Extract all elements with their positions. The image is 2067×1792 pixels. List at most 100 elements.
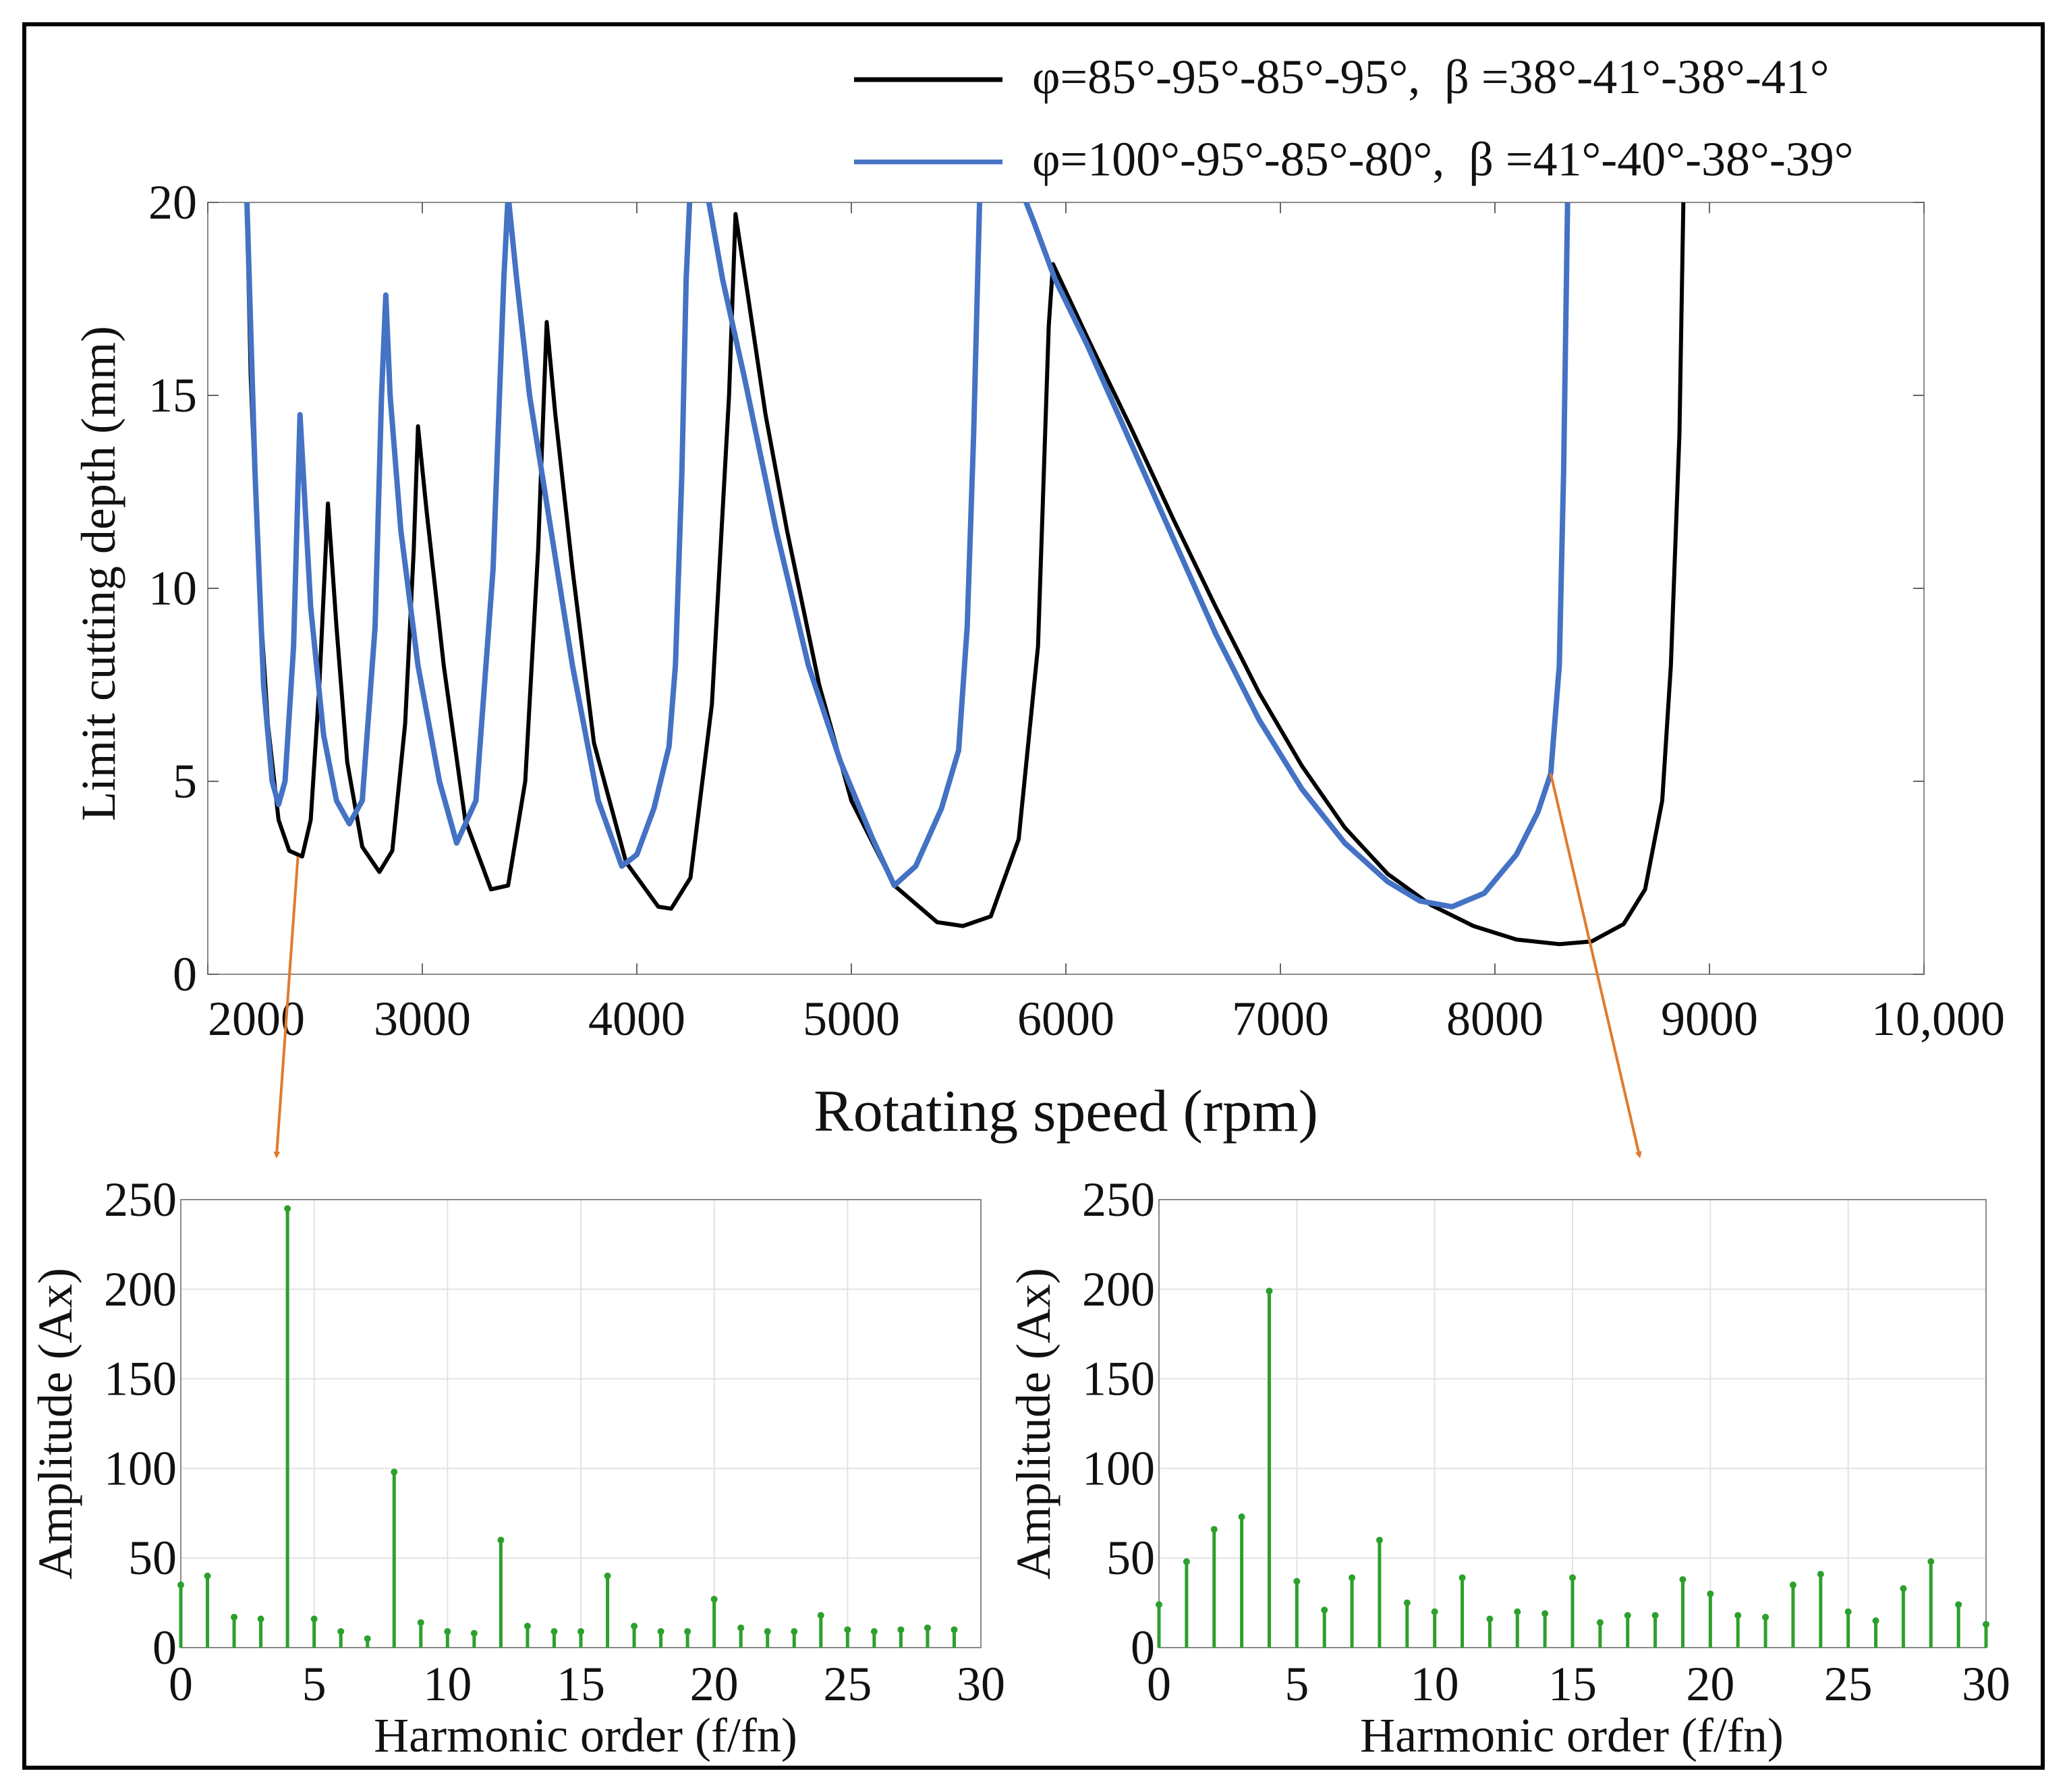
legend: φ=85°-95°-85°-95°, β =38°-41°-38°-41° φ=… (854, 50, 1854, 186)
stem-marker (1679, 1576, 1687, 1584)
annotation-arrow-left (273, 856, 300, 1158)
top-x-axis: 2000 3000 4000 5000 6000 7000 8000 9000 10,000 (207, 202, 2005, 1046)
stem-marker (924, 1624, 931, 1631)
stem-marker (817, 1612, 824, 1619)
x-tick-label: 10 (423, 1657, 472, 1711)
y-tick-label: 250 (1082, 1173, 1155, 1227)
stem-marker (1349, 1574, 1356, 1581)
stem-marker (897, 1626, 905, 1633)
stem-marker (870, 1628, 878, 1635)
stem-marker (417, 1619, 424, 1626)
y-tick-label: 50 (128, 1531, 177, 1585)
series-line-black (244, 202, 1686, 947)
stem-marker (204, 1572, 211, 1579)
y-tick-label: 100 (1082, 1441, 1155, 1495)
y-tick-label: 0 (1131, 1621, 1155, 1675)
stem-marker (1955, 1601, 1962, 1608)
top-x-tick-label: 7000 (1232, 992, 1329, 1046)
series-line-blue (244, 202, 1570, 909)
y-tick-label: 50 (1106, 1531, 1155, 1585)
left-spectrum-axes: 0 5 10 15 20 25 30 0 50 100 150 200 250 (104, 1173, 1005, 1711)
figure-border (22, 22, 2045, 1770)
stem-marker (1983, 1621, 1989, 1628)
right-spectrum-y-title: Amplitude (Ax) (1007, 1268, 1060, 1579)
right-spectrum-axes: 0 5 10 15 20 25 30 0 50 100 150 200 250 (1082, 1173, 2010, 1711)
stem-marker (710, 1596, 718, 1603)
x-tick-label: 25 (823, 1657, 872, 1711)
stem-marker (577, 1628, 584, 1635)
stem-marker (391, 1468, 398, 1476)
x-tick-label: 5 (302, 1657, 327, 1711)
stem-marker (497, 1536, 505, 1544)
left-spectrum-x-title: Harmonic order (f/fn) (374, 1708, 797, 1762)
x-tick-label: 0 (169, 1657, 193, 1711)
stem-marker (1734, 1612, 1742, 1619)
stem-marker (1596, 1619, 1604, 1626)
stem-marker (550, 1628, 558, 1635)
legend-label-black: φ=85°-95°-85°-95°, β =38°-41°-38°-41° (1032, 50, 1830, 104)
stem-marker (470, 1629, 478, 1637)
stem-marker (1403, 1599, 1411, 1606)
top-x-tick-label: 6000 (1017, 992, 1114, 1046)
stem-marker (1156, 1601, 1162, 1608)
top-y-axis: 0 5 10 15 20 (148, 175, 1924, 1001)
spectrum-chart-right: 0 5 10 15 20 25 30 0 50 100 150 200 250 Harmonic ord… (1007, 1173, 2010, 1762)
stem-marker (764, 1628, 771, 1635)
stem-marker (604, 1572, 611, 1579)
stem-marker (684, 1628, 691, 1635)
y-tick-label: 150 (104, 1352, 177, 1406)
stem-marker (257, 1615, 264, 1623)
top-plot-frame (207, 202, 1925, 975)
stem-marker (737, 1624, 745, 1631)
stem-marker (1210, 1525, 1218, 1533)
right-spectrum-stems (1156, 1287, 1989, 1648)
y-tick-label: 200 (1082, 1262, 1155, 1316)
legend-label-blue: φ=100°-95°-85°-80°, β =41°-40°-38°-39° (1032, 132, 1854, 186)
stem-marker (231, 1613, 238, 1621)
stem-marker (337, 1628, 345, 1635)
top-x-tick-label: 3000 (374, 992, 471, 1046)
stem-marker (1844, 1608, 1852, 1615)
x-tick-label: 20 (690, 1657, 739, 1711)
left-spectrum-stems (177, 1205, 958, 1648)
stem-marker (657, 1628, 664, 1635)
stem-marker (1431, 1608, 1438, 1615)
stem-marker (1789, 1581, 1796, 1589)
stem-marker (1927, 1558, 1935, 1565)
annotation-arrow-right (1549, 773, 1642, 1158)
stem-marker (1459, 1574, 1466, 1581)
top-y-tick-label: 10 (148, 561, 197, 615)
stem-marker (951, 1626, 958, 1633)
stability-lobe-chart: 0 5 10 15 20 2000 3000 4000 5000 6000 7000 8000 900… (72, 50, 2005, 1158)
stem-marker (844, 1626, 851, 1633)
stem-marker (1872, 1617, 1879, 1625)
stem-marker (177, 1581, 184, 1589)
y-tick-label: 250 (104, 1173, 177, 1227)
stem-marker (1486, 1615, 1494, 1623)
stem-marker (1293, 1577, 1301, 1585)
stem-marker (1266, 1287, 1273, 1295)
left-spectrum-grid (180, 1199, 982, 1648)
x-tick-label: 30 (957, 1657, 1005, 1711)
stem-marker (1651, 1612, 1659, 1619)
stem-marker (1321, 1606, 1328, 1614)
x-tick-label: 0 (1147, 1657, 1171, 1711)
spectrum-chart-left: 0 5 10 15 20 25 30 0 50 100 150 200 250 Harmonic ord… (28, 1173, 1005, 1762)
stem-marker (1817, 1571, 1824, 1578)
y-tick-label: 0 (152, 1621, 177, 1675)
x-tick-label: 10 (1411, 1657, 1459, 1711)
x-tick-label: 20 (1686, 1657, 1734, 1711)
stem-marker (1238, 1513, 1245, 1521)
stem-marker (1514, 1608, 1521, 1615)
y-tick-label: 200 (104, 1262, 177, 1316)
stem-marker (310, 1615, 318, 1623)
top-y-axis-title: Limit cutting depth (mm) (72, 326, 125, 821)
stem-marker (284, 1205, 291, 1212)
x-tick-label: 15 (1548, 1657, 1597, 1711)
x-tick-label: 30 (1962, 1657, 2010, 1711)
left-spectrum-y-title: Amplitude (Ax) (28, 1268, 82, 1579)
top-x-tick-label: 8000 (1446, 992, 1544, 1046)
y-tick-label: 100 (104, 1441, 177, 1495)
x-tick-label: 5 (1284, 1657, 1309, 1711)
